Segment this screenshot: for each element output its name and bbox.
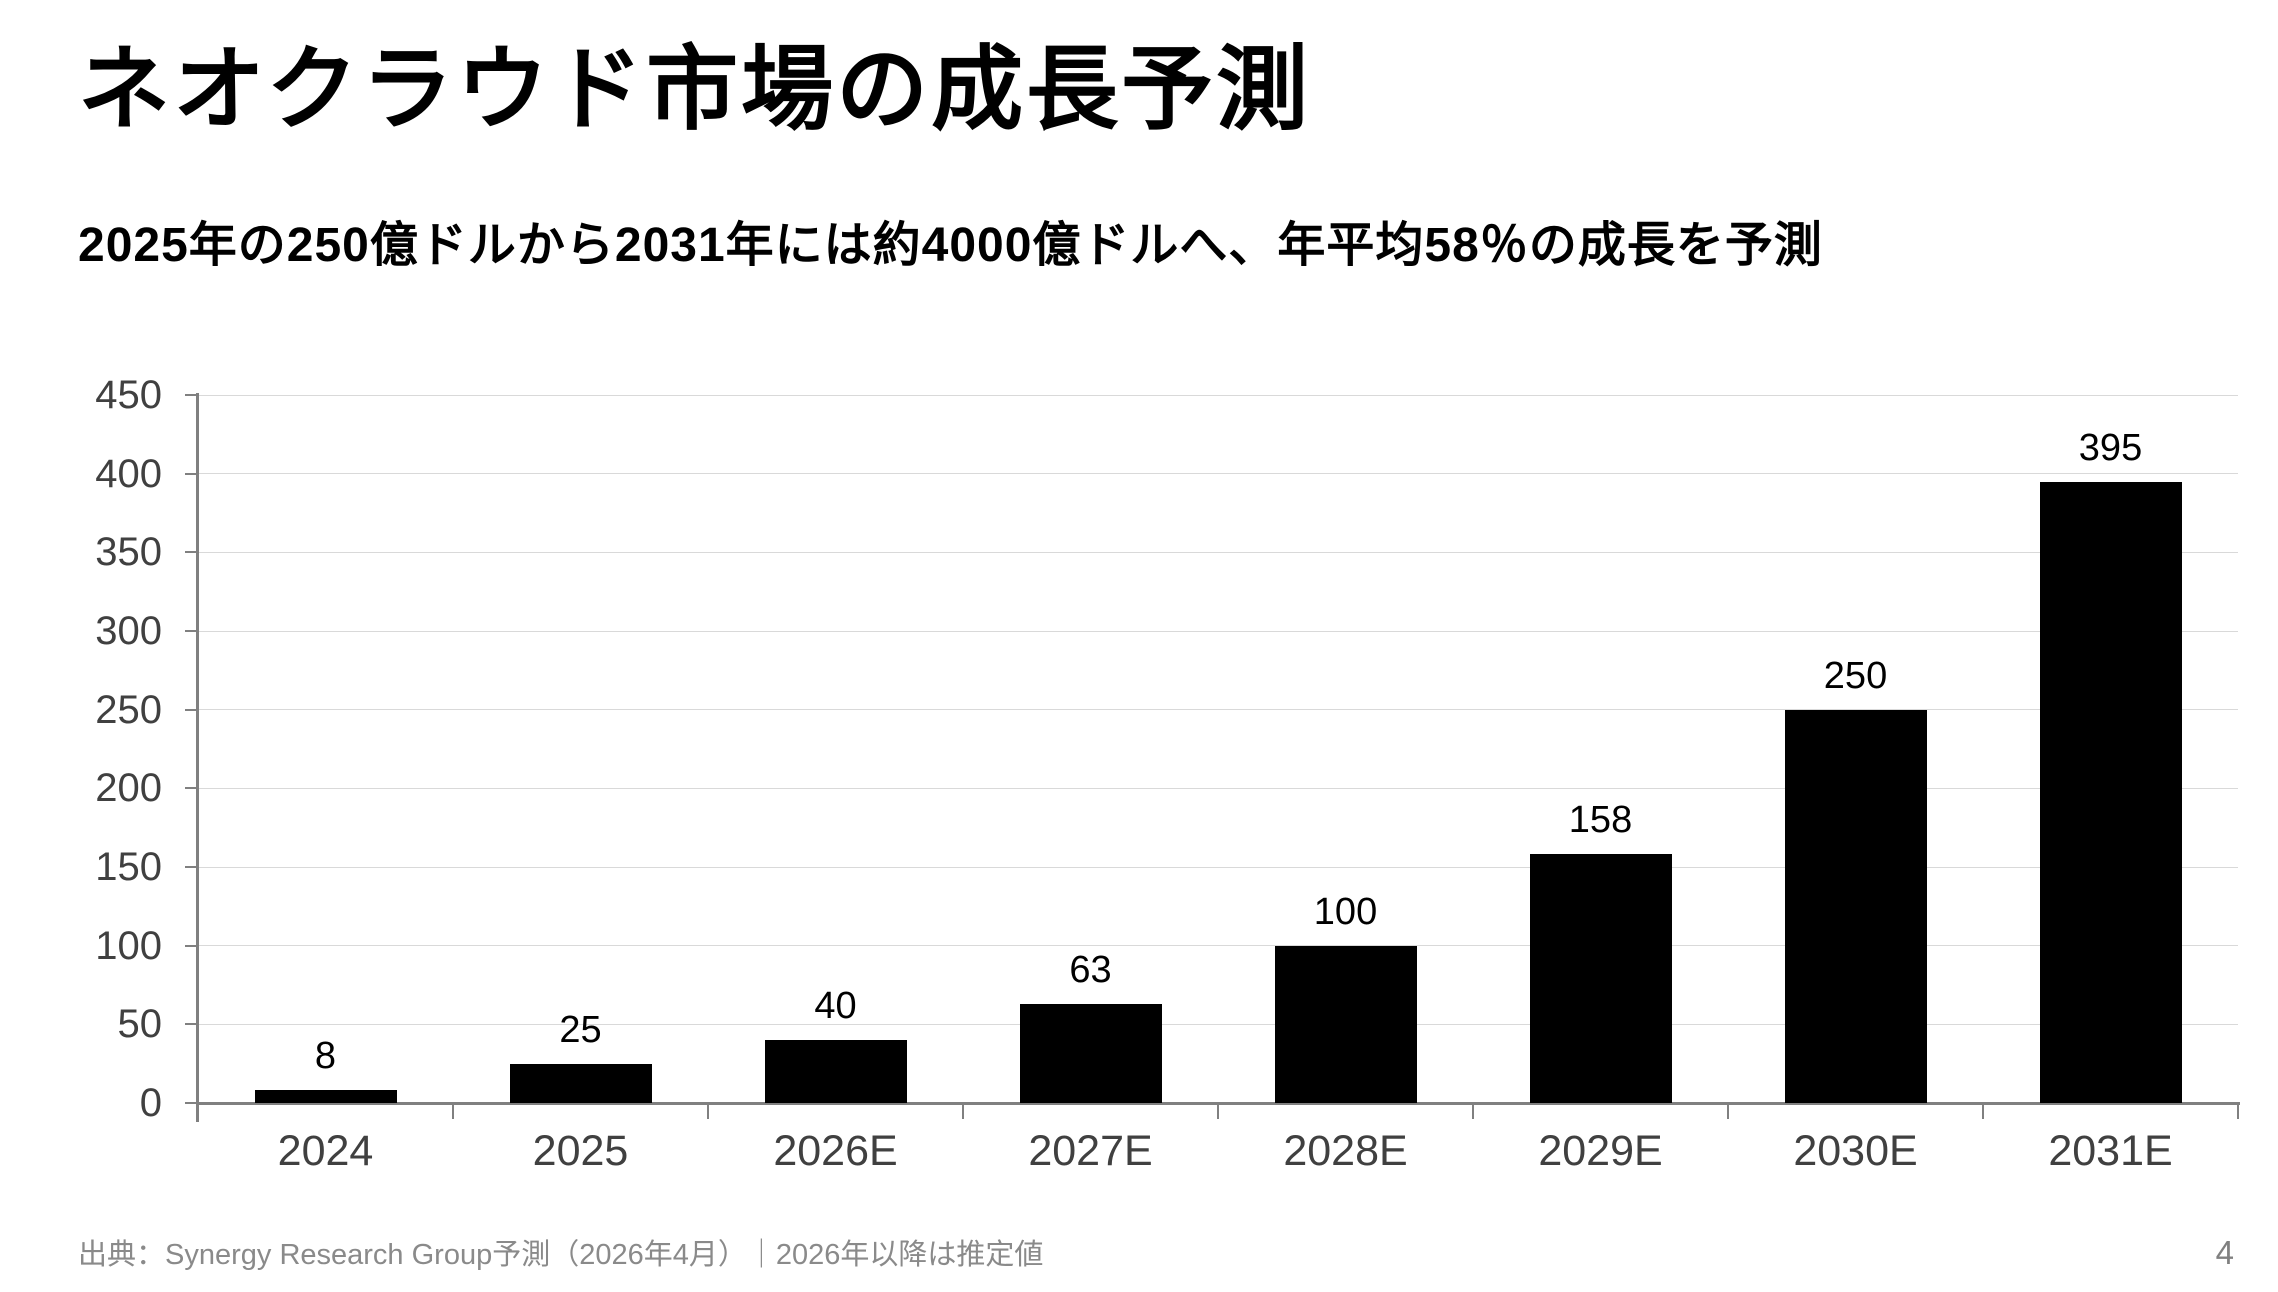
y-tick-label: 150	[95, 845, 162, 889]
x-category-label: 2029E	[1538, 1127, 1663, 1175]
x-category-label: 2031E	[2048, 1127, 2173, 1175]
bar-2025	[509, 1063, 652, 1103]
x-tick	[1217, 1103, 1219, 1119]
y-tick	[185, 472, 198, 475]
y-tick-label: 200	[95, 766, 162, 811]
x-tick	[2237, 1103, 2239, 1119]
x-category-label: 2027E	[1028, 1127, 1153, 1175]
y-tick	[185, 1102, 198, 1104]
y-axis-line	[196, 393, 199, 1122]
bar-2024	[254, 1090, 397, 1103]
gridline	[198, 394, 2238, 396]
bar-2029E	[1529, 854, 1672, 1103]
y-tick	[185, 708, 198, 711]
y-tick-label: 250	[95, 687, 162, 732]
slide-subtitle: 2025年の250億ドルから2031年には約4000億ドルへ、年平均58％の成長…	[78, 219, 1823, 272]
bar-value-label: 395	[2078, 426, 2143, 469]
x-tick	[962, 1103, 964, 1119]
y-tick	[185, 394, 198, 396]
gridline	[198, 551, 2238, 553]
x-tick	[1472, 1103, 1474, 1119]
y-tick-label: 400	[95, 451, 162, 496]
y-tick-label: 100	[95, 923, 162, 968]
bar-2028E	[1274, 945, 1417, 1103]
y-tick	[185, 1023, 198, 1026]
y-tick-label: 350	[95, 530, 162, 575]
y-tick	[185, 944, 198, 947]
x-category-label: 2026E	[773, 1127, 898, 1175]
page-number: 4	[2215, 1234, 2234, 1271]
x-category-label: 2030E	[1793, 1127, 1918, 1175]
x-tick	[1727, 1103, 1729, 1119]
gridline	[198, 473, 2238, 475]
gridline	[198, 945, 2238, 947]
bar-2026E	[764, 1040, 907, 1103]
y-tick-label: 50	[117, 1002, 163, 1047]
gridline	[198, 787, 2238, 789]
x-category-label: 2028E	[1283, 1127, 1408, 1175]
bar-value-label: 63	[1069, 948, 1112, 991]
bar-2030E	[1784, 709, 1927, 1103]
x-tick	[1982, 1103, 1984, 1119]
y-tick	[185, 866, 198, 868]
x-category-label: 2024	[277, 1127, 374, 1175]
page-title: ネオクラウド市場の成長予測	[78, 39, 1312, 141]
bar-value-label: 40	[814, 985, 857, 1028]
gridline	[198, 866, 2238, 868]
y-tick	[185, 787, 198, 790]
x-axis-line	[196, 1102, 2240, 1105]
bar-value-label: 25	[559, 1008, 602, 1051]
y-tick-label: 300	[95, 609, 162, 653]
x-tick	[707, 1103, 709, 1119]
gridline	[198, 1023, 2238, 1025]
x-tick	[452, 1103, 454, 1119]
y-tick	[185, 551, 198, 554]
gridline	[198, 709, 2238, 711]
y-tick-label: 0	[139, 1081, 162, 1125]
x-category-label: 2025	[532, 1127, 629, 1175]
bar-value-label: 158	[1568, 799, 1633, 842]
source-note: 出典：Synergy Research Group予測（2026年4月）｜202…	[78, 1239, 1044, 1271]
bar-2027E	[1019, 1003, 1162, 1103]
bar-value-label: 100	[1313, 890, 1378, 933]
bar-value-label: 8	[314, 1035, 337, 1078]
gridline	[198, 630, 2238, 632]
y-tick	[185, 630, 198, 632]
bar-value-label: 250	[1823, 654, 1888, 697]
y-tick-label: 450	[95, 373, 162, 417]
bar-2031E	[2039, 481, 2182, 1103]
